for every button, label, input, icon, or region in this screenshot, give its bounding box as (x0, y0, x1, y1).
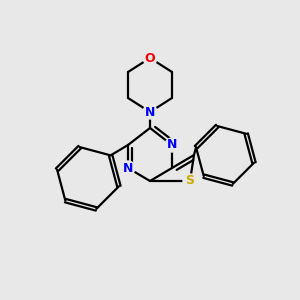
Circle shape (143, 105, 157, 119)
Text: N: N (145, 106, 155, 118)
Text: N: N (167, 139, 177, 152)
Text: O: O (145, 52, 155, 64)
Circle shape (183, 174, 197, 188)
Circle shape (143, 51, 157, 65)
Circle shape (121, 161, 135, 175)
Text: S: S (185, 175, 194, 188)
Text: N: N (123, 161, 133, 175)
Circle shape (165, 138, 179, 152)
